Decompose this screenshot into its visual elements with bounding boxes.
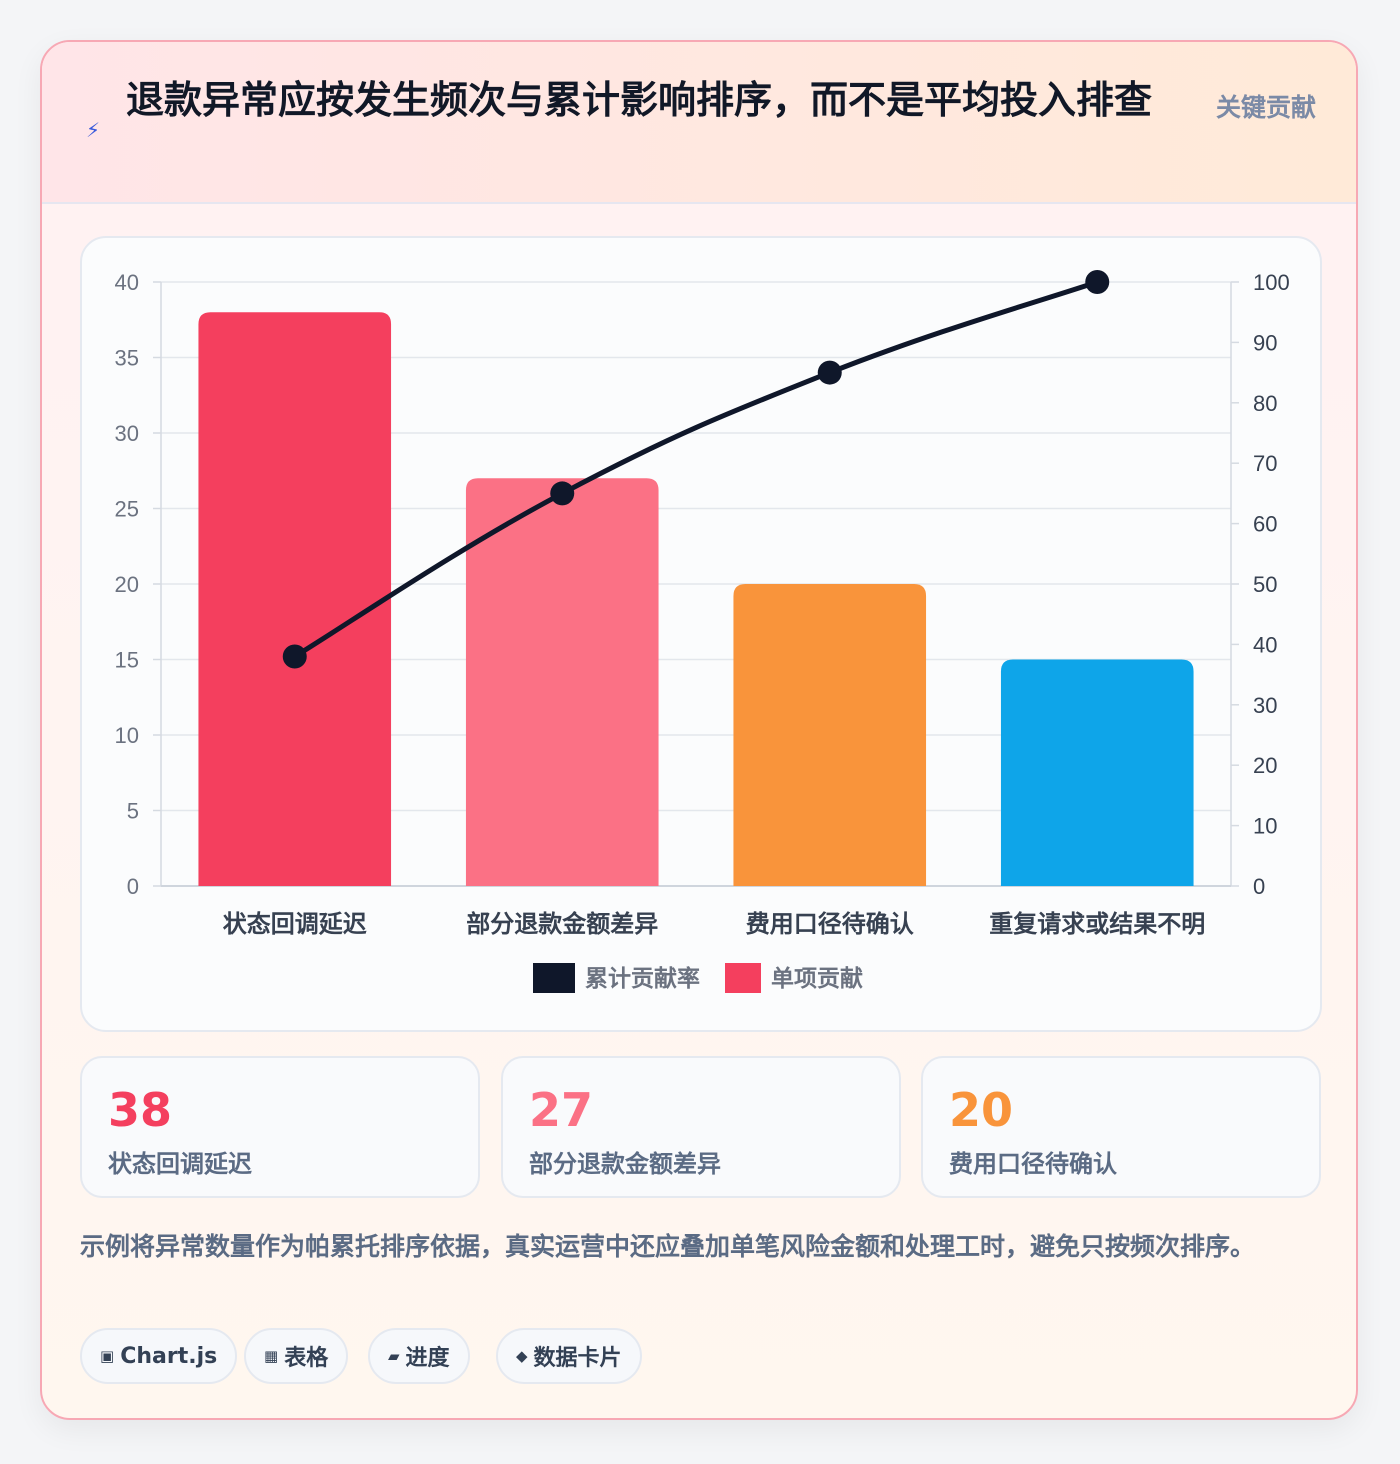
y2-tick-label: 0 xyxy=(1253,874,1265,899)
legend-swatch-cumulative xyxy=(533,963,575,993)
y-tick-label: 20 xyxy=(115,572,139,597)
header-tag: 关键贡献 xyxy=(1216,93,1317,122)
chart-icon: ▣ xyxy=(100,1347,115,1365)
table-icon: ▦ xyxy=(264,1347,279,1365)
cumulative-line xyxy=(292,279,1100,659)
cumulative-point-3 xyxy=(817,360,842,385)
y2-tick-label: 30 xyxy=(1253,693,1277,718)
stat-card-2: 27 部分退款金额差异 xyxy=(501,1056,901,1198)
cumulative-point-2 xyxy=(550,481,575,506)
pill-label: Chart.js xyxy=(120,1343,218,1369)
y2-tick-label: 80 xyxy=(1253,391,1277,416)
x-tick-label: 费用口径待确认 xyxy=(746,911,914,938)
stat-card-3: 20 费用口径待确认 xyxy=(921,1056,1321,1198)
y-tick-label: 0 xyxy=(127,874,139,899)
stat-label: 部分退款金额差异 xyxy=(529,1150,721,1178)
y2-tick-label: 70 xyxy=(1253,451,1277,476)
stat-value: 20 xyxy=(949,1083,1014,1137)
y2-tick-label: 40 xyxy=(1253,632,1277,657)
y-tick-label: 35 xyxy=(115,346,139,371)
card-header: ⚡ 退款异常应按发生频次与累计影响排序，而不是平均投入排查 关键贡献 xyxy=(42,42,1356,204)
y-tick-label: 10 xyxy=(115,723,139,748)
bar-2 xyxy=(465,478,659,886)
pareto-chart: 0 5 10 15 20 25 30 35 40 0 10 20 30 40 50 60 70 80 90 100 状态… xyxy=(115,270,1290,993)
pareto-chart-panel: 0 5 10 15 20 25 30 35 40 0 10 20 30 40 50 60 70 80 90 100 状态… xyxy=(80,236,1322,1032)
stat-value: 27 xyxy=(529,1083,594,1137)
pill-table[interactable]: ▦ 表格 xyxy=(244,1328,349,1384)
stat-card-1: 38 状态回调延迟 xyxy=(80,1056,480,1198)
cumulative-point-1 xyxy=(282,644,307,669)
y-tick-label: 5 xyxy=(127,799,139,824)
legend-label-single: 单项贡献 xyxy=(771,965,863,991)
stat-value: 38 xyxy=(108,1083,173,1137)
y-tick-label: 15 xyxy=(115,648,139,673)
chart-note: 示例将异常数量作为帕累托排序依据，真实运营中还应叠加单笔风险金额和处理工时，避免… xyxy=(80,1232,1256,1261)
page-title: 退款异常应按发生频次与累计影响排序，而不是平均投入排查 xyxy=(126,78,1153,122)
y2-tick-label: 100 xyxy=(1253,270,1290,295)
cumulative-point-4 xyxy=(1085,270,1110,294)
x-tick-label: 部分退款金额差异 xyxy=(466,910,658,938)
y-tick-label: 40 xyxy=(115,270,139,295)
y2-tick-label: 10 xyxy=(1253,814,1277,839)
lightning-icon: ⚡ xyxy=(86,118,101,142)
bar-3 xyxy=(733,584,927,886)
bar-1 xyxy=(198,312,392,886)
pill-label: 进度 xyxy=(405,1346,450,1371)
progress-icon: ▰ xyxy=(388,1347,400,1365)
x-tick-label: 状态回调延迟 xyxy=(223,910,367,938)
legend-label-cumulative: 累计贡献率 xyxy=(585,965,700,991)
pill-label: 数据卡片 xyxy=(533,1346,622,1371)
y-tick-label: 25 xyxy=(115,497,139,522)
pill-label: 表格 xyxy=(284,1346,329,1371)
stat-label: 状态回调延迟 xyxy=(108,1150,252,1178)
y2-tick-label: 90 xyxy=(1253,330,1277,355)
legend-swatch-single xyxy=(725,963,761,993)
y2-tick-label: 60 xyxy=(1253,512,1277,537)
x-tick-label: 重复请求或结果不明 xyxy=(989,911,1205,938)
report-card: ⚡ 退款异常应按发生频次与累计影响排序，而不是平均投入排查 关键贡献 0 5 10 1… xyxy=(40,40,1358,1420)
y2-tick-label: 50 xyxy=(1253,572,1277,597)
y2-tick-label: 20 xyxy=(1253,753,1277,778)
y-tick-label: 30 xyxy=(115,421,139,446)
pill-data-card[interactable]: ◆ 数据卡片 xyxy=(496,1328,642,1384)
bar-4 xyxy=(1000,659,1194,886)
pill-progress[interactable]: ▰ 进度 xyxy=(368,1328,470,1384)
stat-label: 费用口径待确认 xyxy=(949,1150,1117,1178)
pill-chartjs[interactable]: ▣ Chart.js xyxy=(80,1328,238,1384)
card-icon: ◆ xyxy=(516,1347,528,1365)
